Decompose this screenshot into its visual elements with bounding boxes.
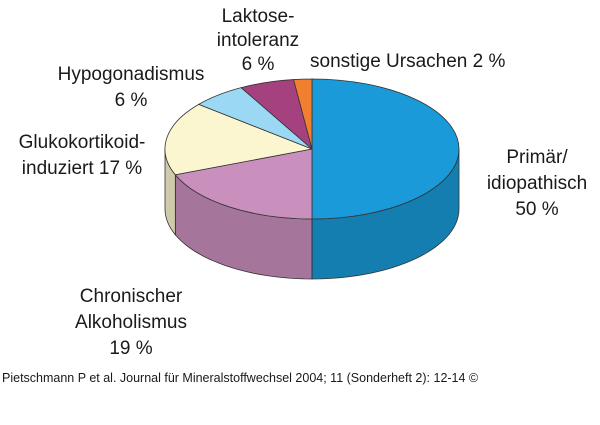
citation: Pietschmann P et al. Journal für Mineral… — [2, 371, 479, 385]
slice-label-line: 6 % — [115, 90, 148, 111]
slice-label-laktose-intoleranz: Laktose-intoleranz 6 % — [217, 6, 299, 75]
slice-label-line: Glukokortikoid- — [19, 132, 146, 153]
slice-glukokortikoid-induziert — [164, 103, 313, 176]
slice-primaer-idiopathisch — [311, 78, 460, 220]
slice-label-primaer-idiopathisch: Primär/idiopathisch 50 % — [487, 147, 587, 220]
slice-label-line: induziert 17 % — [22, 158, 143, 179]
slice-label-glukokortikoid-induziert: Glukokortikoid-induziert 17 % — [19, 132, 146, 179]
slice-label-hypogonadismus: Hypogonadismus 6 % — [58, 64, 205, 111]
slice-label-line: Alkoholismus — [75, 312, 187, 333]
slice-label-sonstige-ursachen: sonstige Ursachen 2 % — [310, 51, 505, 72]
slice-sonstige-ursachen — [293, 78, 313, 150]
pie-chart: Primär/idiopathisch 50 % Chronischer Alkoho… — [19, 6, 588, 359]
slice-label-line: Chronischer — [80, 286, 183, 307]
slice-label-chronischer-alkoholismus: Chronischer Alkoholismus 19 % — [75, 286, 187, 359]
slice-label-line: idiopathisch — [487, 173, 587, 194]
slice-chronischer-alkoholismus — [174, 148, 313, 220]
slice-label-line: 50 % — [515, 199, 558, 220]
slice-label-line: Laktose- — [222, 6, 295, 27]
slice-label-line: sonstige Ursachen 2 % — [310, 51, 505, 72]
slice-label-line: intoleranz — [217, 30, 299, 51]
slice-label-line: Hypogonadismus — [58, 64, 205, 85]
slice-label-line: 6 % — [242, 54, 275, 75]
slice-label-line: 19 % — [109, 338, 152, 359]
slice-label-line: Primär/ — [506, 147, 568, 168]
